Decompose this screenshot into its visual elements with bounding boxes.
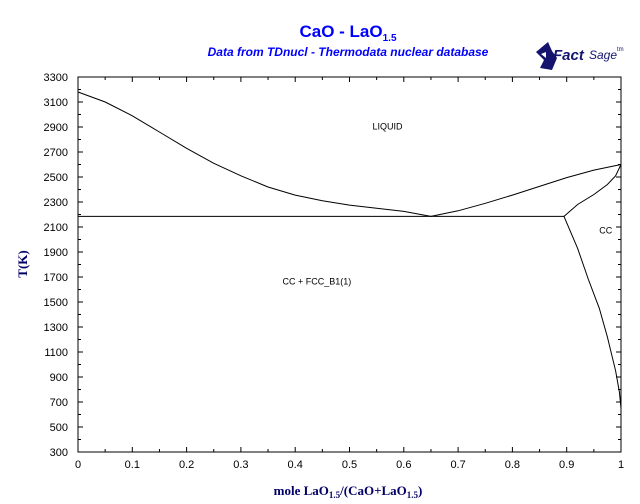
phase-boundary-line-1 — [77, 91, 431, 217]
y-axis-label: T(K) — [15, 250, 30, 277]
y-tick-label: 1900 — [44, 247, 68, 259]
y-tick-label: 2500 — [44, 172, 68, 184]
factsage-logo: Fact Sage tm — [536, 42, 624, 70]
x-tick-label: 0 — [75, 459, 81, 471]
y-tick-label: 2700 — [44, 147, 68, 159]
y-tick-label: 3100 — [44, 97, 68, 109]
phase-boundary-line-4 — [563, 164, 622, 217]
x-tick-label: 0.5 — [342, 459, 357, 471]
region-label: LIQUID — [373, 122, 404, 132]
x-axis-label: mole LaO1.5/(CaO+LaO1.5) — [274, 483, 423, 500]
chart-title-subscript: 1.5 — [383, 33, 397, 44]
y-tick-label: 1100 — [44, 347, 68, 359]
x-tick-label: 0.3 — [233, 459, 248, 471]
y-tick-label: 500 — [50, 422, 68, 434]
plot-frame — [77, 76, 622, 453]
region-labels: LIQUID CC CC + FCC_B1(1) — [283, 122, 613, 287]
x-tick-label: 0.8 — [505, 459, 520, 471]
y-tick-label: 1700 — [44, 272, 68, 284]
x-tick-label: 1 — [618, 459, 624, 471]
y-tick-label: 300 — [50, 447, 68, 459]
logo-text-fact: Fact — [553, 47, 585, 64]
logo-emblem — [536, 42, 557, 70]
y-tick-label: 2300 — [44, 197, 68, 209]
logo-emblem-inner — [541, 52, 546, 58]
x-tick-label: 0.7 — [450, 459, 465, 471]
x-tick-label: 0.9 — [559, 459, 574, 471]
x-tick-label: 0.4 — [288, 459, 303, 471]
x-tick-label: 0.6 — [396, 459, 411, 471]
chart-subtitle: Data from TDnucl - Thermodata nuclear da… — [208, 45, 489, 59]
x-tick-label: 0.1 — [125, 459, 140, 471]
phase-boundary-line-5 — [563, 216, 622, 409]
chart-title: CaO - LaO1.5 — [299, 22, 396, 44]
logo-trademark: tm — [617, 47, 624, 53]
phase-boundary-line-2 — [430, 164, 622, 217]
y-tick-label: 3300 — [44, 72, 68, 84]
region-label: CC + FCC_B1(1) — [283, 277, 352, 287]
y-tick-label: 2100 — [44, 222, 68, 234]
logo-text-sage: Sage — [589, 48, 617, 62]
y-tick-label: 1500 — [44, 297, 68, 309]
y-tick-label: 700 — [50, 397, 68, 409]
y-tick-label: 2900 — [44, 122, 68, 134]
y-tick-label: 900 — [50, 372, 68, 384]
phase-boundaries — [77, 91, 622, 409]
tick-labels: 0 0.1 0.2 0.3 0.4 0.5 0.6 0.7 0.8 0.9 130050070090… — [44, 72, 625, 471]
x-tick-label: 0.2 — [179, 459, 194, 471]
axis-ticks — [77, 76, 622, 453]
y-tick-label: 1300 — [44, 322, 68, 334]
region-label: CC — [599, 225, 612, 235]
